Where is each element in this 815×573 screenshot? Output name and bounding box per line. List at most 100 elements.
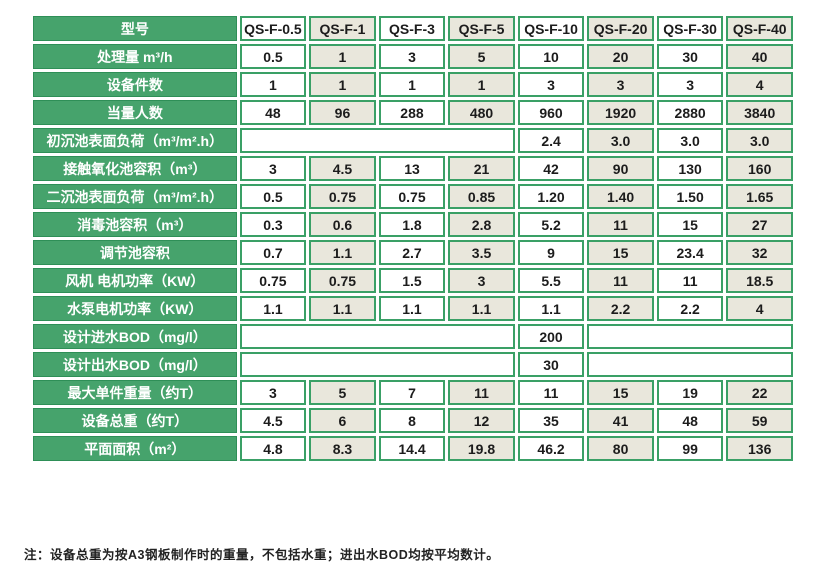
value-cell: 0.75	[378, 184, 446, 209]
value-cell: 0.75	[309, 268, 376, 293]
value-cell: 7	[378, 380, 446, 405]
value-cell: 2.2	[587, 296, 654, 321]
spec-table: 型号 QS-F-0.5 QS-F-1 QS-F-3 QS-F-5 QS-F-10…	[30, 13, 796, 464]
table-row: 设计出水BOD（mg/l） 30	[33, 352, 793, 377]
value-cell: 0.7	[239, 240, 307, 265]
value-cell: 0.5	[239, 184, 307, 209]
blank-cell	[239, 352, 515, 377]
value-cell: 1.20	[517, 184, 585, 209]
value-cell: 27	[726, 212, 793, 237]
blank-cell	[239, 324, 515, 349]
value-cell: 12	[448, 408, 515, 433]
value-cell: 160	[726, 156, 793, 181]
value-cell: 35	[517, 408, 585, 433]
row-label: 设备件数	[33, 72, 237, 97]
value-cell: 3840	[726, 100, 793, 125]
row-label: 水泵电机功率（KW）	[33, 296, 237, 321]
value-cell: 3.5	[448, 240, 515, 265]
footnote-text: 注：设备总重为按A3钢板制作时的重量，不包括水重；进出水BOD均按平均数计。	[24, 548, 500, 562]
row-label: 调节池容积	[33, 240, 237, 265]
value-cell: 23.4	[656, 240, 724, 265]
value-cell: 3	[448, 268, 515, 293]
value-cell: 5	[309, 380, 376, 405]
model-header-cell: QS-F-3	[378, 16, 446, 41]
model-header-cell: QS-F-5	[448, 16, 515, 41]
value-cell: 1.5	[378, 268, 446, 293]
value-cell: 19	[656, 380, 724, 405]
table-row: 平面面积（m²） 4.8 8.3 14.4 19.8 46.2 80 99 13…	[33, 436, 793, 461]
value-cell: 21	[448, 156, 515, 181]
value-cell: 59	[726, 408, 793, 433]
value-cell: 11	[587, 268, 654, 293]
blank-cell	[239, 128, 515, 153]
value-cell: 2.8	[448, 212, 515, 237]
value-cell: 4	[726, 296, 793, 321]
value-cell: 30	[656, 44, 724, 69]
value-cell: 0.6	[309, 212, 376, 237]
table-row: 最大单件重量（约T） 3 5 7 11 11 15 19 22	[33, 380, 793, 405]
value-cell: 3.0	[726, 128, 793, 153]
value-cell: 11	[448, 380, 515, 405]
row-label: 接触氧化池容积（m³）	[33, 156, 237, 181]
value-cell: 3	[239, 380, 307, 405]
table-row: 二沉池表面负荷（m³/m².h） 0.5 0.75 0.75 0.85 1.20…	[33, 184, 793, 209]
model-header-cell: QS-F-10	[517, 16, 585, 41]
value-cell: 20	[587, 44, 654, 69]
value-cell: 9	[517, 240, 585, 265]
value-cell: 5.5	[517, 268, 585, 293]
value-cell: 2.7	[378, 240, 446, 265]
value-cell: 4.5	[239, 408, 307, 433]
value-cell: 288	[378, 100, 446, 125]
value-cell: 1	[309, 72, 376, 97]
value-cell: 1	[378, 72, 446, 97]
value-cell: 1	[309, 44, 376, 69]
value-cell: 2880	[656, 100, 724, 125]
table-row: 设计进水BOD（mg/l） 200	[33, 324, 793, 349]
value-cell: 136	[726, 436, 793, 461]
value-cell: 1.1	[309, 240, 376, 265]
row-label: 二沉池表面负荷（m³/m².h）	[33, 184, 237, 209]
value-cell: 11	[517, 380, 585, 405]
row-label: 设计进水BOD（mg/l）	[33, 324, 237, 349]
model-header-cell: QS-F-1	[309, 16, 376, 41]
value-cell: 6	[309, 408, 376, 433]
value-cell: 40	[726, 44, 793, 69]
value-cell: 15	[587, 240, 654, 265]
value-cell: 1.50	[656, 184, 724, 209]
table-row: 设备件数 1 1 1 1 3 3 3 4	[33, 72, 793, 97]
model-header-row: 型号 QS-F-0.5 QS-F-1 QS-F-3 QS-F-5 QS-F-10…	[33, 16, 793, 41]
value-cell: 18.5	[726, 268, 793, 293]
value-cell: 1.1	[448, 296, 515, 321]
value-cell: 1.65	[726, 184, 793, 209]
value-cell: 4.5	[309, 156, 376, 181]
value-cell: 3.0	[656, 128, 724, 153]
value-cell: 200	[517, 324, 585, 349]
row-label: 初沉池表面负荷（m³/m².h）	[33, 128, 237, 153]
header-label: 型号	[33, 16, 237, 41]
table-row: 接触氧化池容积（m³） 3 4.5 13 21 42 90 130 160	[33, 156, 793, 181]
table-row: 风机 电机功率（KW） 0.75 0.75 1.5 3 5.5 11 11 18…	[33, 268, 793, 293]
value-cell: 0.75	[239, 268, 307, 293]
table-row: 处理量 m³/h 0.5 1 3 5 10 20 30 40	[33, 44, 793, 69]
model-header-cell: QS-F-20	[587, 16, 654, 41]
blank-cell	[587, 324, 793, 349]
value-cell: 2.4	[517, 128, 585, 153]
table-row: 调节池容积 0.7 1.1 2.7 3.5 9 15 23.4 32	[33, 240, 793, 265]
value-cell: 1	[448, 72, 515, 97]
row-label: 设计出水BOD（mg/l）	[33, 352, 237, 377]
value-cell: 3.0	[587, 128, 654, 153]
table-row: 消毒池容积（m³） 0.3 0.6 1.8 2.8 5.2 11 15 27	[33, 212, 793, 237]
value-cell: 30	[517, 352, 585, 377]
value-cell: 11	[656, 268, 724, 293]
value-cell: 130	[656, 156, 724, 181]
value-cell: 3	[517, 72, 585, 97]
row-label: 消毒池容积（m³）	[33, 212, 237, 237]
value-cell: 41	[587, 408, 654, 433]
value-cell: 0.85	[448, 184, 515, 209]
value-cell: 4.8	[239, 436, 307, 461]
value-cell: 90	[587, 156, 654, 181]
value-cell: 1920	[587, 100, 654, 125]
value-cell: 15	[656, 212, 724, 237]
value-cell: 0.75	[309, 184, 376, 209]
